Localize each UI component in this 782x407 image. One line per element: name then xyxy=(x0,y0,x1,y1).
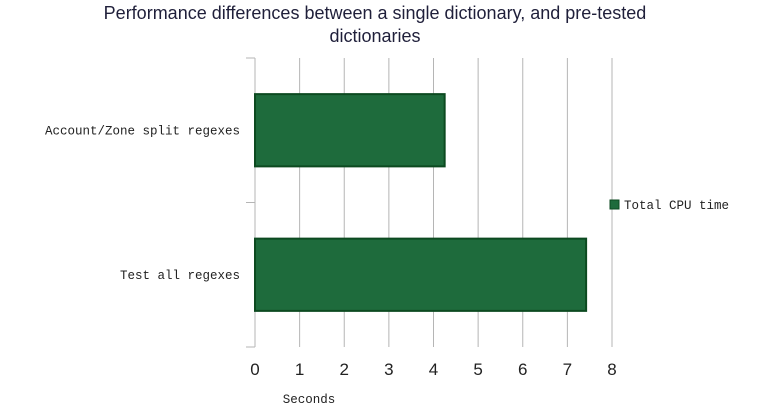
bar-2 xyxy=(254,237,588,312)
category-labels: Account/Zone split regexes Test all regex… xyxy=(45,124,240,283)
legend: Total CPU time xyxy=(609,199,729,213)
category-label-2: Test all regexes xyxy=(120,269,240,283)
x-tick-label-3: 3 xyxy=(384,360,393,379)
axes xyxy=(246,57,256,348)
bars xyxy=(254,93,588,312)
x-tick-label-1: 1 xyxy=(295,360,304,379)
x-tick-label-0: 0 xyxy=(250,360,259,379)
x-tick-labels: 0 1 2 3 4 5 6 7 8 xyxy=(250,360,616,379)
chart-title-line-1: Performance differences between a single… xyxy=(104,3,647,23)
category-label-1: Account/Zone split regexes xyxy=(45,124,240,138)
x-tick-label-6: 6 xyxy=(518,360,527,379)
chart-title-line-2: dictionaries xyxy=(329,26,420,46)
x-tick-label-2: 2 xyxy=(340,360,349,379)
x-tick-label-4: 4 xyxy=(429,360,438,379)
legend-label: Total CPU time xyxy=(624,199,729,213)
bar-1 xyxy=(254,93,446,168)
chart-title: Performance differences between a single… xyxy=(104,3,647,46)
x-axis-title: Seconds xyxy=(283,393,336,407)
x-tick-label-8: 8 xyxy=(607,360,616,379)
x-tick-label-5: 5 xyxy=(473,360,482,379)
legend-swatch xyxy=(609,199,620,210)
x-tick-label-7: 7 xyxy=(563,360,572,379)
